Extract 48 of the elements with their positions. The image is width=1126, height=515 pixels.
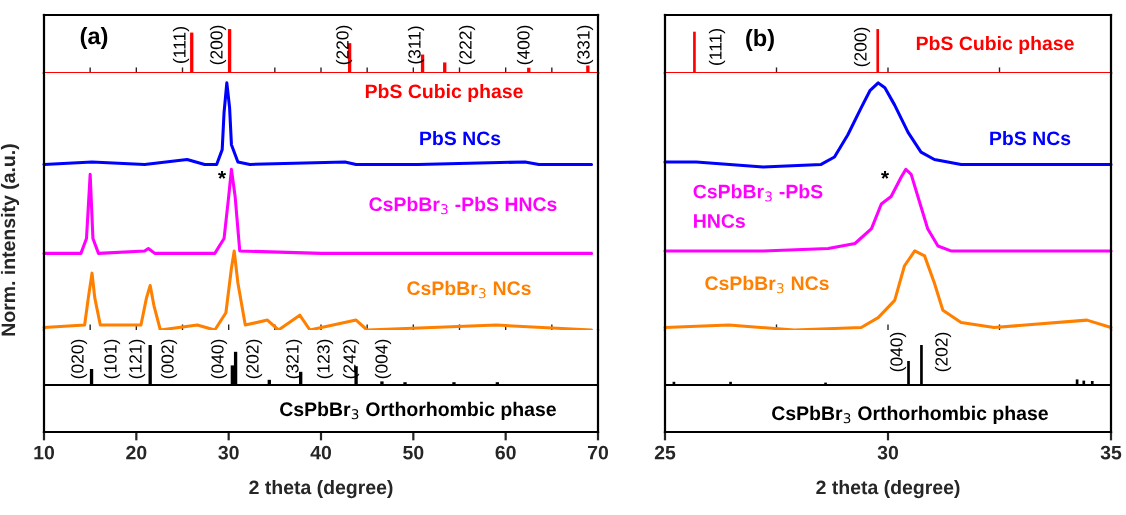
annotation: (220) [335, 25, 353, 65]
series-label: PbS NCs [420, 130, 501, 146]
annotation: (a) [80, 27, 108, 49]
series-label: CsPbBr$_{3}$ NCs [705, 275, 829, 294]
x-tick-label: 50 [403, 445, 424, 460]
annotation: (202) [245, 339, 263, 379]
x-tick-label: 60 [495, 445, 516, 460]
annotation: PbS Cubic phase [365, 83, 523, 103]
annotation: (200) [209, 25, 227, 65]
y-axis-title: Norm. intensity (a.u.) [0, 144, 20, 336]
series-label: CsPbBr$_{3}$ NCs [407, 280, 531, 299]
annotation: (040) [210, 339, 228, 379]
annotation: (004) [374, 339, 392, 379]
x-tick-label: 30 [877, 445, 899, 460]
series-label: PbS NCs [990, 130, 1071, 146]
text: CsPbBr$_{3}$ Orthorhombic phase [280, 401, 556, 420]
annotation: (400) [516, 25, 534, 65]
text: CsPbBr$_{3}$ -PbS HNCs [693, 184, 823, 228]
x-tick-label: 70 [588, 445, 609, 460]
x-tick-label: 10 [34, 445, 55, 460]
annotation: (311) [407, 26, 425, 64]
x-tick-label: 35 [1100, 445, 1122, 460]
x-axis-title: 2 theta (degree) [249, 479, 393, 499]
x-tick-label: 20 [126, 445, 147, 460]
annotation: (111) [708, 29, 726, 65]
annotation: (123) [316, 339, 334, 379]
annotation: (002) [160, 339, 178, 379]
annotation: * [218, 171, 227, 179]
annotation: (040) [889, 332, 907, 372]
annotation: PbS Cubic phase [916, 35, 1074, 55]
annotation: (331) [576, 25, 594, 65]
annotation: (321) [285, 339, 303, 379]
text: CsPbBr$_{3}$ Orthorhombic phase [772, 405, 1048, 424]
annotation: (101) [103, 339, 121, 379]
annotation: (111) [172, 27, 190, 63]
annotation: (b) [746, 29, 774, 51]
annotation: (242) [342, 339, 360, 379]
annotation: (222) [458, 25, 476, 65]
annotation: (202) [934, 332, 952, 372]
x-tick-label: 30 [218, 445, 239, 460]
x-tick-label: 40 [310, 445, 332, 460]
annotation: * [881, 171, 890, 179]
annotation: (200) [853, 27, 871, 67]
annotation: (020) [70, 339, 88, 379]
text: CsPbBr$_{3}$ -PbS HNCs [369, 196, 557, 215]
annotation: (121) [128, 339, 146, 379]
x-axis-title: 2 theta (degree) [816, 479, 960, 499]
x-tick-label: 25 [654, 445, 676, 460]
